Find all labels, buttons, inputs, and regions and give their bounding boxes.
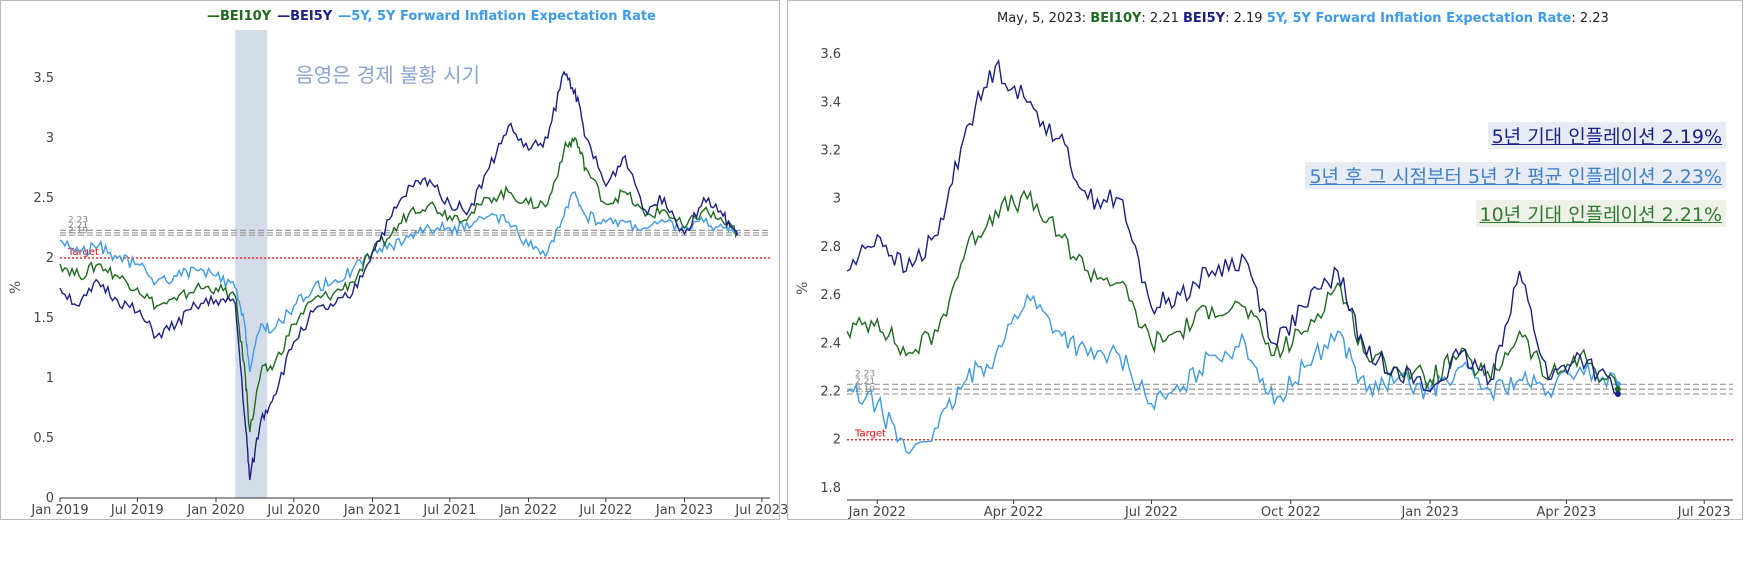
recession-band [235,30,268,498]
reference-label: 2.21 [855,377,875,387]
annotation-bei10y: 10년 기대 인플레이션 2.21% [1475,200,1726,227]
hover-series-name: BEI10Y [1090,11,1142,26]
y-tick-label: 1.5 [33,311,54,326]
legend-bei5y: —BEI5Y [277,9,333,24]
series-end-point [1614,390,1621,397]
x-tick-label: Jul 2023 [1677,505,1731,520]
target-label: Target [67,247,99,258]
y-tick-label: 3.4 [820,95,841,110]
y-axis-label: % [8,281,24,294]
series-line-bei10y [59,136,739,433]
x-tick-label: Jan 2021 [343,503,401,518]
y-axis-label: % [795,282,811,295]
right-chart-panel: 1.8 2 2.2 2.4 2.6 2.8 3 3.2 3.4 3.6% Jan 2022 Apr 2… [787,0,1746,579]
series-line-bei5y [59,70,739,481]
x-tick-label: Apr 2022 [984,505,1044,520]
x-tick-label: Jan 2019 [30,503,88,518]
recession-label: 음영은 경제 불황 시기 [295,63,480,87]
y-tick-label: 2.5 [33,191,54,206]
y-tick-label: 0 [46,491,54,506]
y-tick-label: 2.4 [820,336,841,351]
hover-series-value: : 2.23 [1571,11,1608,26]
legend: —BEI10Y —BEI5Y —5Y, 5Y Forward Inflation E… [207,9,656,24]
reference-label: 2.19 [68,226,88,236]
y-tick-label: 2 [46,251,54,266]
x-tick-label: Jul 2023 [734,503,788,518]
series-line-bei5y [846,58,1619,395]
target-label: Target [854,429,886,440]
left-chart-svg: 음영은 경제 불황 시기 0 0.5 1 1.5 2 2.5 3 3.5% Jan 2019 Jul… [8,9,788,518]
reference-label: 2.19 [855,385,875,395]
right-chart-frame [787,0,1743,520]
reference-label: 2.21 [68,221,88,231]
x-tick-label: Jan 2022 [848,505,906,520]
x-tick-label: Jan 2022 [499,503,557,518]
x-tick-label: Jan 2020 [186,503,244,518]
series-line-5y5y-forward [59,191,739,373]
x-tick-label: Apr 2023 [1537,505,1597,520]
y-tick-label: 3.5 [33,71,54,86]
series-end-point [1614,386,1621,393]
y-tick-label: 1 [46,371,54,386]
y-tick-label: 0.5 [33,431,54,446]
y-tick-label: 2.2 [820,385,841,400]
left-chart-panel: 음영은 경제 불황 시기 0 0.5 1 1.5 2 2.5 3 3.5% Jan 2019 Jul… [0,0,788,579]
hover-date: May, 5, 2023: [997,11,1090,26]
x-tick-label: Jul 2022 [578,503,632,518]
x-tick-label: Oct 2022 [1261,505,1321,520]
left-chart-frame [0,0,780,520]
reference-label: 2.23 [68,215,88,225]
legend-bei10y: —BEI10Y [207,9,272,24]
x-tick-label: Jan 2023 [1400,505,1458,520]
right-chart-svg: 1.8 2 2.2 2.4 2.6 2.8 3 3.2 3.4 3.6% Jan 2022 Apr 2… [795,11,1733,520]
x-tick-label: Jul 2022 [1124,505,1178,520]
x-tick-label: Jul 2021 [422,503,476,518]
x-tick-label: Jul 2019 [110,503,164,518]
y-tick-label: 3 [833,192,841,207]
y-tick-label: 2.6 [820,288,841,303]
y-tick-label: 3.6 [820,47,841,62]
hover-series-value: : 2.19 [1225,11,1267,26]
y-tick-label: 2.8 [820,240,841,255]
hover-series-name: BEI5Y [1183,11,1226,26]
annotation-bei5y: 5년 기대 인플레이션 2.19% [1487,122,1726,149]
hover-readout: May, 5, 2023: BEI10Y: 2.21 BEI5Y: 2.19 5… [997,11,1609,26]
x-tick-label: Jul 2020 [266,503,320,518]
reference-label: 2.23 [855,369,875,379]
legend-5y5y-forward: —5Y, 5Y Forward Inflation Expectation Ra… [338,9,656,24]
annotation-5y5y: 5년 후 그 시점부터 5년 간 평균 인플레이션 2.23% [1305,162,1726,189]
hover-series-value: : 2.21 [1141,11,1183,26]
y-tick-label: 3 [46,131,54,146]
series-line-5y5y-forward [846,293,1619,455]
x-tick-label: Jan 2023 [655,503,713,518]
y-tick-label: 2 [833,433,841,448]
y-tick-label: 1.8 [820,481,841,496]
y-tick-label: 3.2 [820,144,841,159]
hover-series-name: 5Y, 5Y Forward Inflation Expectation Rat… [1267,11,1572,26]
